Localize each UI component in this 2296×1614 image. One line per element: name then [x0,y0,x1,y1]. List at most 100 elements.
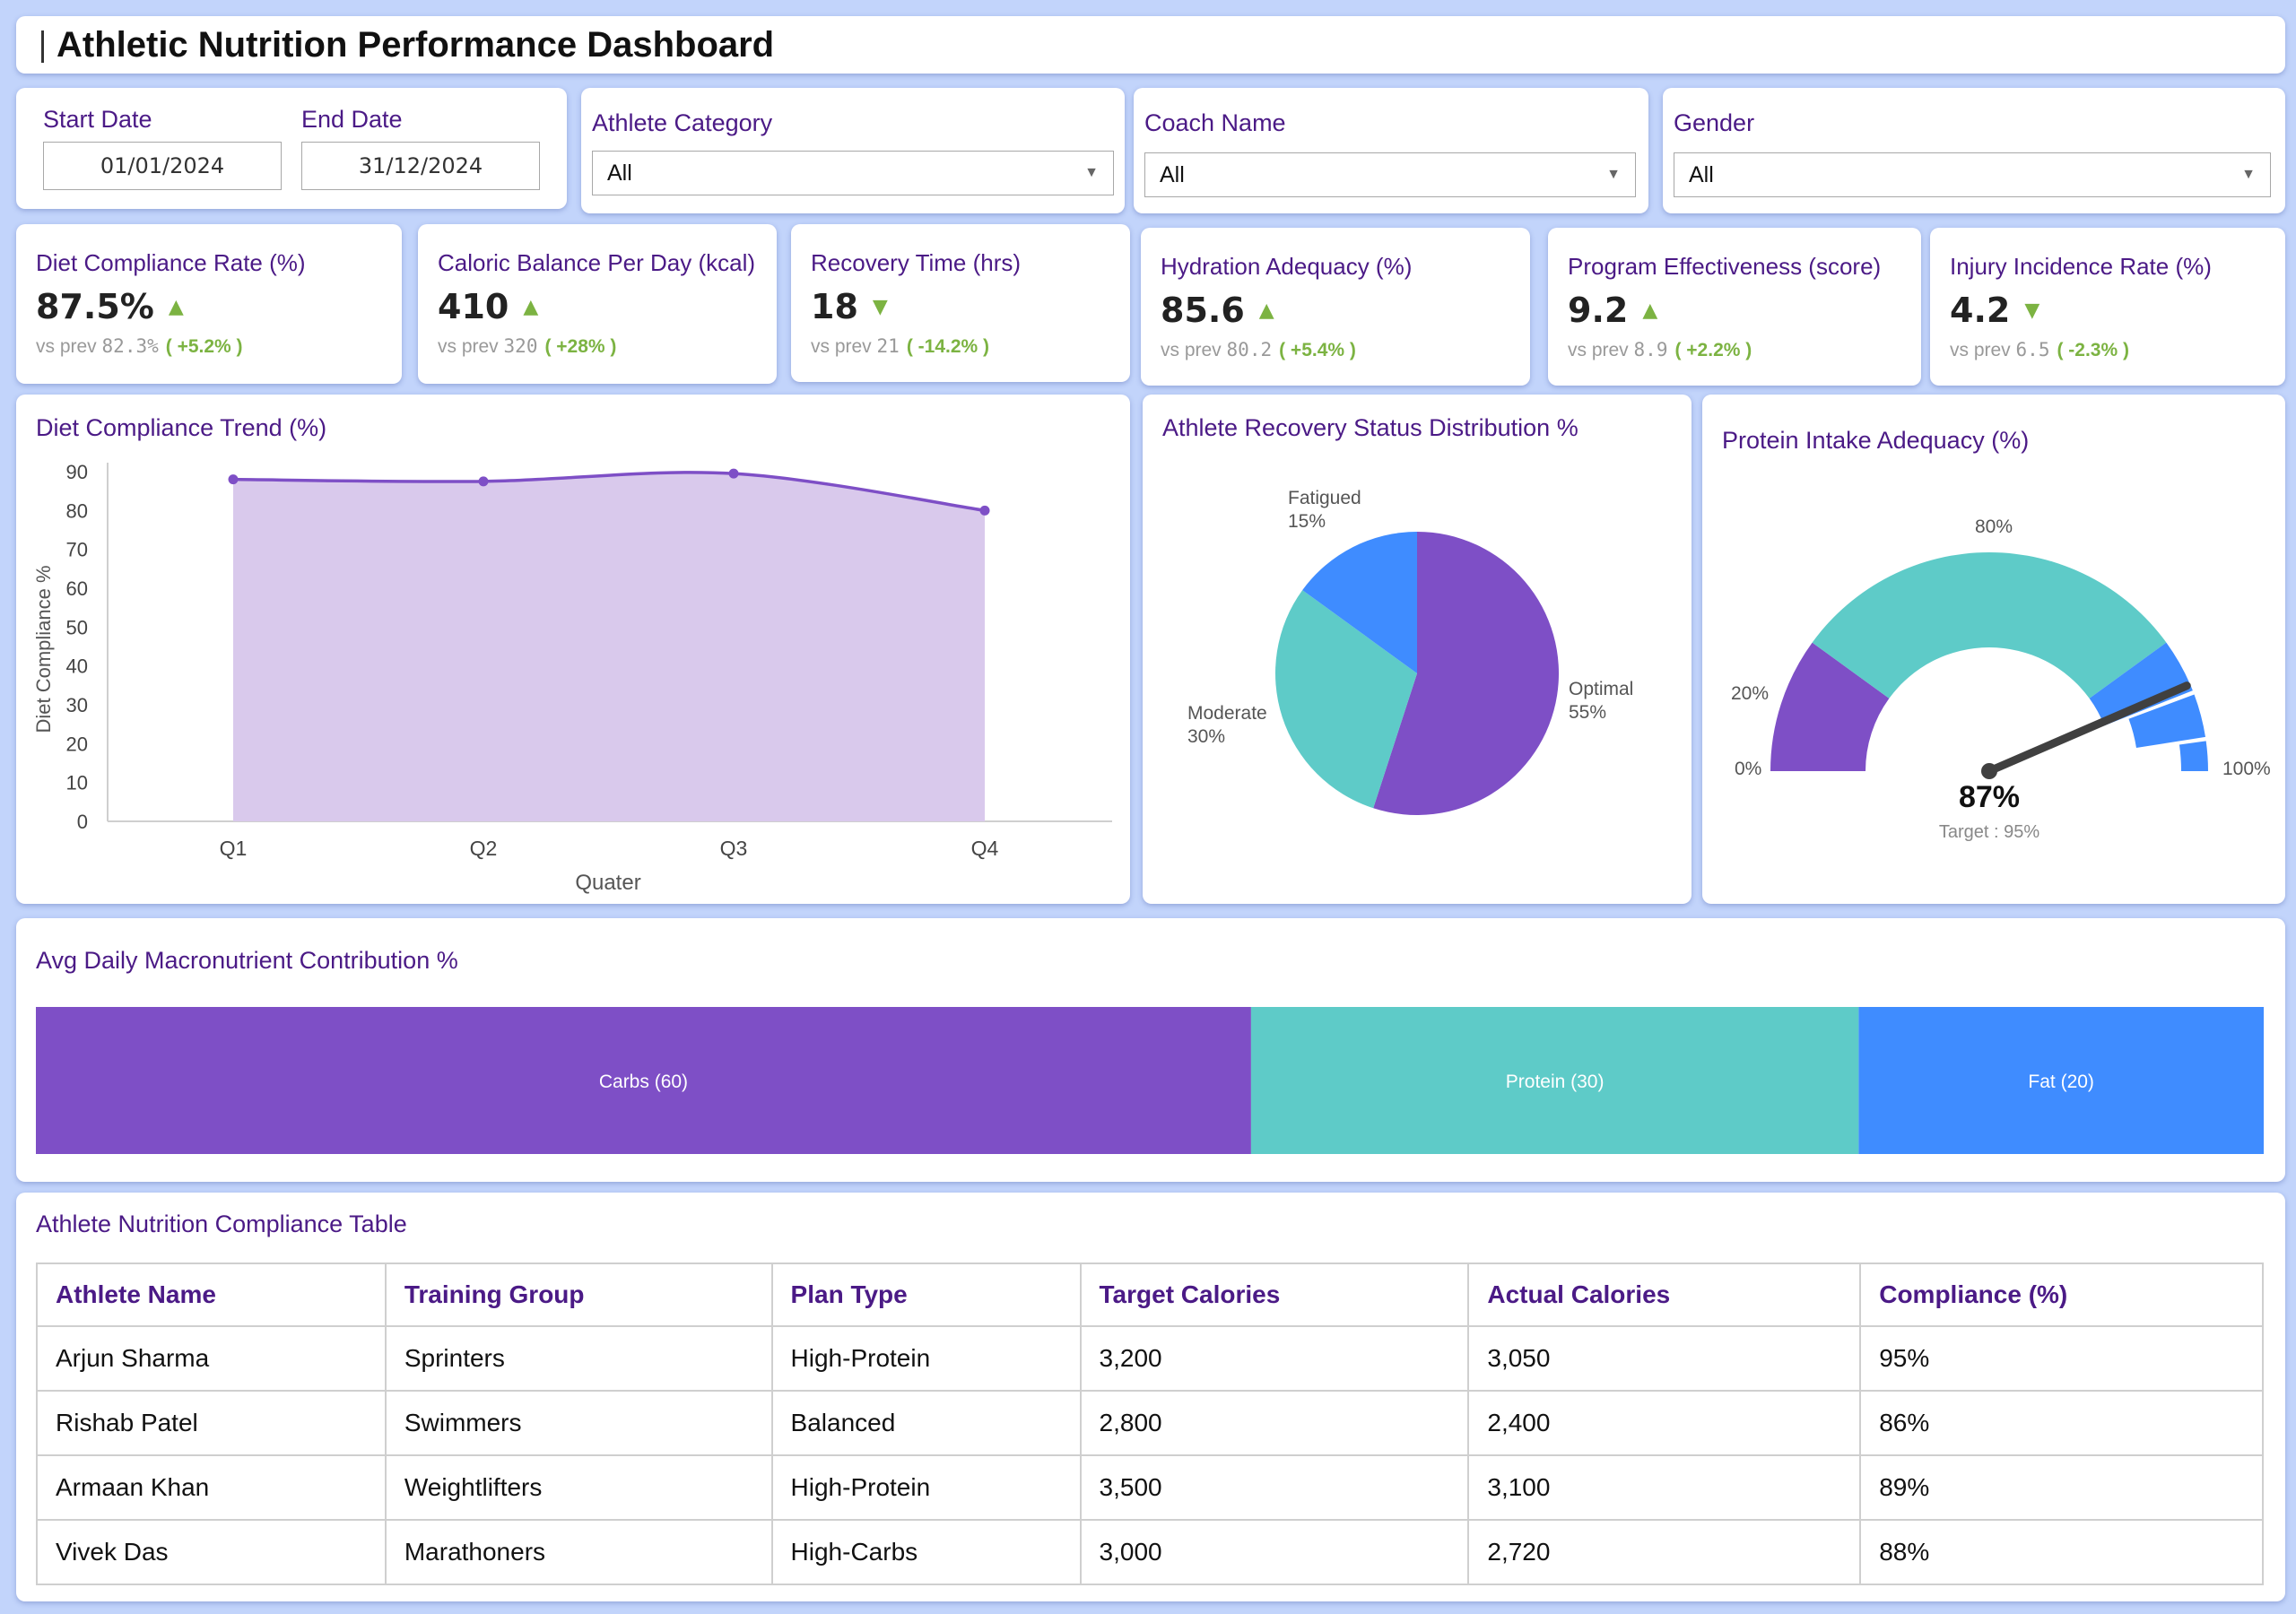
kpi-title: Injury Incidence Rate (%) [1950,253,2212,280]
diet-compliance-trend-card: Diet Compliance Trend (%) 0 10 20 30 40 50 60 7… [16,395,1130,904]
trend-point [228,474,239,485]
kpi-comparison: vs prev 82.3%( +5.2% ) [36,335,243,357]
column-header[interactable]: Target Calories [1079,1263,1470,1327]
column-header[interactable]: Compliance (%) [1859,1263,2264,1327]
chevron-down-icon: ▼ [2241,167,2256,182]
x-tick-label: Q3 [720,837,748,860]
gender-select[interactable]: All ▼ [1674,152,2271,197]
macronutrient-stacked-bar: Carbs (60) Protein (30) Fat (20) [36,1007,2264,1154]
coach-name-select[interactable]: All ▼ [1144,152,1636,197]
pie-slice-optimal [1373,532,1559,815]
coach-name-value: All [1160,162,1185,187]
y-tick-label: 20 [66,733,88,755]
pie-percent-label: 15% [1288,511,1326,532]
kpi-value: 4.2 ▼ [1950,291,2040,330]
y-tick-label: 80 [66,499,88,522]
column-header[interactable]: Actual Calories [1467,1263,1862,1327]
y-tick-label: 90 [66,461,88,483]
gauge-band-high [2179,741,2208,771]
column-header[interactable]: Training Group [384,1263,773,1327]
pie-label: Moderate [1187,703,1267,724]
gender-label: Gender [1674,109,1755,136]
coach-name-filter: Coach Name All ▼ [1134,88,1648,213]
trend-point [979,505,990,516]
table-row: Vivek Das Marathoners High-Carbs 3,000 2… [36,1519,2264,1585]
start-date-label: Start Date [43,106,152,133]
pie-percent-label: 55% [1569,702,1606,723]
trend-point [728,468,739,479]
compliance-table-card: Athlete Nutrition Compliance Table Athle… [16,1193,2285,1601]
trend-line [232,471,986,513]
trend-down-icon: ▼ [872,296,888,318]
trend-up-icon: ▲ [168,296,184,318]
kpi-comparison: vs prev 8.9( +2.2% ) [1568,339,1752,360]
athlete-category-value: All [607,161,632,186]
gauge-target: Target : 95% [1939,822,2040,842]
y-tick-label: 30 [66,694,88,716]
table-cell: 3,200 [1079,1325,1470,1392]
gauge-band-high [2089,642,2193,726]
pie-label: Fatigued [1288,488,1361,508]
table-cell: Arjun Sharma [36,1325,387,1392]
trend-down-icon: ▼ [2024,299,2040,322]
trend-area [233,472,985,821]
diet-compliance-trend-chart: 0 10 20 30 40 50 60 70 80 90 Q1 Q2 Q3 Q4 Diet Complian… [32,461,1112,895]
gender-value: All [1689,162,1714,187]
page-title: Athletic Nutrition Performance Dashboard [57,25,775,65]
gauge-band-high [2128,694,2205,749]
gauge-band-low [1770,642,1890,771]
start-date-input[interactable]: 01/01/2024 [43,142,282,190]
table-cell: High-Carbs [770,1519,1082,1585]
kpi-card-program-effectiveness: Program Effectiveness (score) 9.2 ▲ vs pr… [1548,228,1921,386]
athlete-category-label: Athlete Category [592,109,773,136]
title-accent-bar [41,30,44,63]
trend-up-icon: ▲ [1258,299,1274,322]
kpi-card-injury-incidence: Injury Incidence Rate (%) 4.2 ▼ vs prev 6… [1930,228,2285,386]
macro-segment-label: Protein (30) [1506,1072,1605,1092]
y-axis-label: Diet Compliance % [32,565,55,733]
kpi-card-diet-compliance: Diet Compliance Rate (%) 87.5% ▲ vs prev … [16,224,402,384]
gauge-tick-label: 0% [1735,759,1761,779]
table-cell: High-Protein [770,1325,1082,1392]
kpi-comparison: vs prev 21( -14.2% ) [811,335,990,357]
end-date-input[interactable]: 31/12/2024 [301,142,540,190]
kpi-title: Recovery Time (hrs) [811,249,1022,276]
table-cell: 2,720 [1467,1519,1862,1585]
column-header[interactable]: Plan Type [770,1263,1082,1327]
pie-slice-moderate [1275,590,1417,809]
table-cell: 3,500 [1079,1454,1470,1521]
x-tick-label: Q2 [470,837,498,860]
table-cell: 2,800 [1079,1390,1470,1456]
x-axis-label: Quater [575,871,640,895]
macro-segment-protein [1250,1007,1859,1154]
macro-segment-fat [1858,1007,2264,1154]
chart-title: Protein Intake Adequacy (%) [1722,427,2030,454]
chart-title: Athlete Recovery Status Distribution % [1162,414,1578,441]
end-date-label: End Date [301,106,403,133]
table-cell: 3,050 [1467,1325,1862,1392]
kpi-comparison: vs prev 80.2( +5.4% ) [1161,339,1356,360]
gauge-tick-label: 80% [1975,516,2013,537]
pie-label: Optimal [1569,679,1633,699]
table-cell: 95% [1859,1325,2264,1392]
kpi-value: 85.6 ▲ [1161,291,1274,330]
macro-segment-label: Carbs (60) [599,1072,688,1092]
coach-name-label: Coach Name [1144,109,1286,136]
kpi-card-caloric-balance: Caloric Balance Per Day (kcal) 410 ▲ vs p… [418,224,777,384]
kpi-value: 18 ▼ [811,287,888,326]
chevron-down-icon: ▼ [1084,165,1099,180]
table-row: Rishab Patel Swimmers Balanced 2,800 2,4… [36,1390,2264,1456]
athlete-category-select[interactable]: All ▼ [592,151,1114,195]
gauge-needle-hub [1981,763,1997,779]
table-cell: Marathoners [384,1519,773,1585]
pie-slice-fatigued [1302,532,1417,673]
protein-intake-card: Protein Intake Adequacy (%) 87% Target : … [1702,395,2285,904]
date-range-filter: Start Date 01/01/2024 End Date 31/12/202… [16,88,567,209]
kpi-title: Caloric Balance Per Day (kcal) [438,249,756,276]
protein-intake-gauge: 87% Target : 95% 0% 20% 80% 100% [1731,516,2271,842]
kpi-comparison: vs prev 6.5( -2.3% ) [1950,339,2129,360]
column-header[interactable]: Athlete Name [36,1263,387,1327]
table-cell: Rishab Patel [36,1390,387,1456]
table-cell: 3,000 [1079,1519,1470,1585]
